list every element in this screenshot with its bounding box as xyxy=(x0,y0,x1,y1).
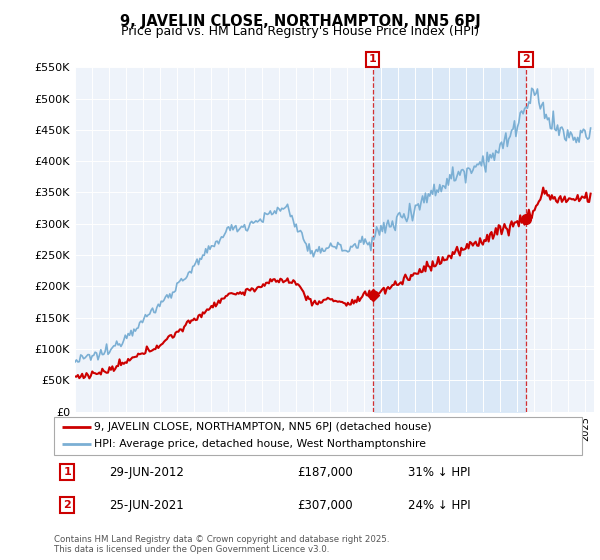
Text: 25-JUN-2021: 25-JUN-2021 xyxy=(109,498,184,512)
Text: 2: 2 xyxy=(64,500,71,510)
Text: Price paid vs. HM Land Registry's House Price Index (HPI): Price paid vs. HM Land Registry's House … xyxy=(121,25,479,38)
Text: 1: 1 xyxy=(369,54,377,64)
Text: 2: 2 xyxy=(522,54,530,64)
Text: 29-JUN-2012: 29-JUN-2012 xyxy=(109,465,184,479)
Text: 9, JAVELIN CLOSE, NORTHAMPTON, NN5 6PJ (detached house): 9, JAVELIN CLOSE, NORTHAMPTON, NN5 6PJ (… xyxy=(94,422,431,432)
Text: 1: 1 xyxy=(64,467,71,477)
Text: £187,000: £187,000 xyxy=(297,465,353,479)
FancyBboxPatch shape xyxy=(54,417,582,455)
Text: 24% ↓ HPI: 24% ↓ HPI xyxy=(408,498,470,512)
Text: Contains HM Land Registry data © Crown copyright and database right 2025.
This d: Contains HM Land Registry data © Crown c… xyxy=(54,535,389,554)
Text: HPI: Average price, detached house, West Northamptonshire: HPI: Average price, detached house, West… xyxy=(94,440,425,450)
Text: 9, JAVELIN CLOSE, NORTHAMPTON, NN5 6PJ: 9, JAVELIN CLOSE, NORTHAMPTON, NN5 6PJ xyxy=(119,14,481,29)
Text: 31% ↓ HPI: 31% ↓ HPI xyxy=(408,465,470,479)
Text: £307,000: £307,000 xyxy=(297,498,353,512)
